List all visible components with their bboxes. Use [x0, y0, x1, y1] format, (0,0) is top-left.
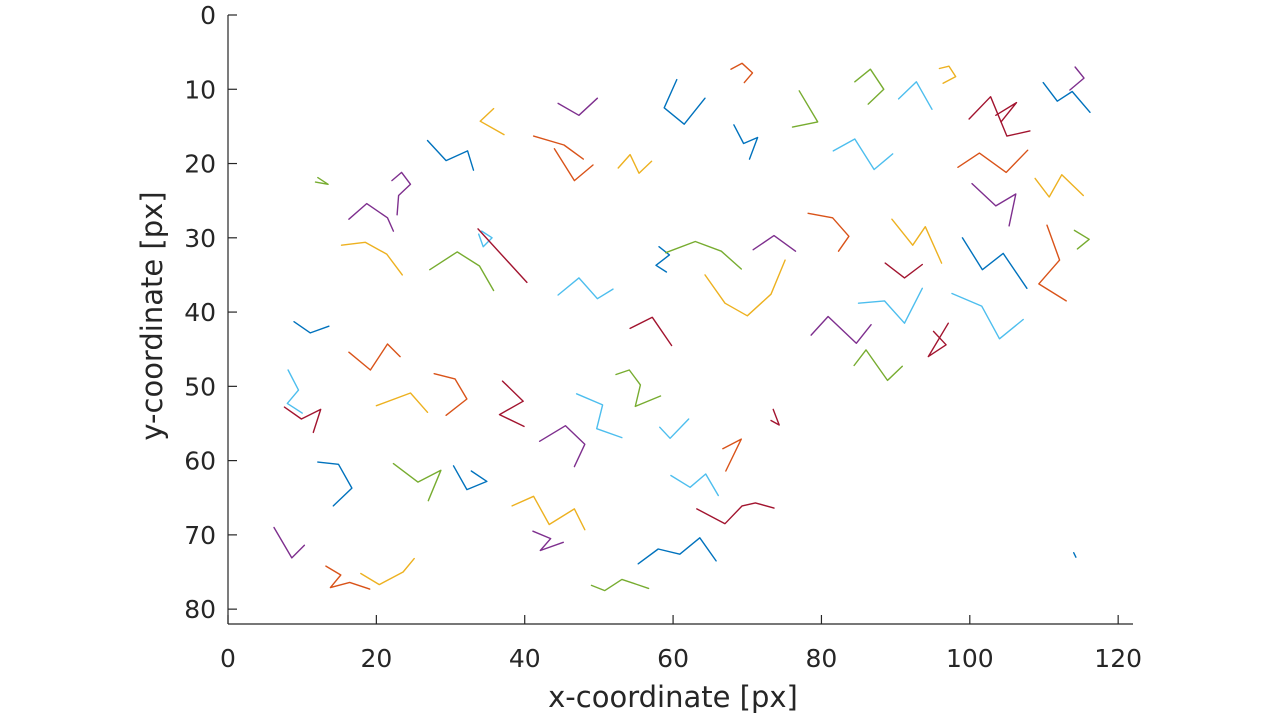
trajectory-track	[293, 321, 330, 334]
trajectory-track	[995, 101, 1018, 123]
trajectory-track	[810, 315, 872, 344]
trajectory-track	[957, 149, 1029, 174]
trajectory-track	[629, 316, 673, 347]
trajectory-track	[498, 380, 525, 428]
trajectory-track	[854, 68, 885, 105]
y-axis-label: y-coordinate [px]	[135, 191, 169, 440]
y-tick-label: 50	[184, 372, 216, 401]
trajectory-track	[283, 406, 322, 434]
trajectory-track	[951, 292, 1024, 340]
trajectory-track	[360, 557, 415, 586]
trajectory-track	[317, 461, 353, 507]
trajectory-track	[770, 408, 780, 426]
trajectory-track	[340, 241, 403, 276]
x-axis-ticks: 0 20 40 60 80 100 120	[220, 615, 1142, 673]
trajectory-track	[663, 78, 706, 125]
trajectory-track	[733, 124, 759, 160]
trajectory-track	[704, 259, 786, 317]
trajectory-track	[670, 473, 719, 497]
trajectory-track	[791, 90, 819, 128]
trajectory-track	[1038, 224, 1067, 302]
trajectory-track	[752, 234, 797, 252]
trajectory-track	[479, 107, 505, 136]
tracks-layer	[273, 62, 1091, 592]
trajectory-track	[314, 176, 329, 185]
trajectory-track	[477, 228, 528, 284]
y-tick-label: 10	[184, 75, 216, 104]
trajectory-track	[1073, 229, 1090, 250]
trajectory-track	[655, 246, 671, 273]
trajectory-track	[511, 495, 586, 531]
trajectory-track	[557, 97, 599, 116]
trajectory-track	[665, 240, 742, 270]
trajectory-track	[348, 343, 401, 371]
trajectory-track	[857, 287, 923, 324]
trajectory-track	[968, 96, 1031, 137]
trajectory-track	[961, 237, 1028, 289]
y-tick-label: 0	[200, 1, 216, 30]
y-axis-ticks: 0 10 20 30 40 50 60 70 80	[184, 1, 237, 624]
x-tick-label: 60	[657, 644, 689, 673]
trajectory-track	[659, 418, 690, 439]
y-tick-label: 70	[184, 521, 216, 550]
trajectory-track	[590, 578, 650, 592]
trajectory-track	[538, 425, 586, 468]
trajectory-track	[927, 322, 949, 358]
trajectory-track	[325, 565, 371, 590]
trajectory-track	[1073, 552, 1077, 558]
trajectory-track	[696, 502, 775, 525]
y-tick-label: 80	[184, 595, 216, 624]
x-tick-label: 20	[360, 644, 392, 673]
x-tick-label: 40	[509, 644, 541, 673]
trajectory-track	[429, 251, 495, 292]
trajectory-track	[617, 153, 653, 174]
trajectory-track	[807, 212, 850, 252]
trajectory-track	[722, 438, 742, 472]
trajectory-track	[348, 202, 395, 232]
trajectory-track	[433, 373, 468, 416]
trajectory-track	[832, 138, 894, 171]
trajectory-track	[575, 393, 623, 439]
trajectory-track	[532, 135, 584, 160]
trajectory-track	[452, 465, 488, 491]
trajectory-track	[1042, 81, 1091, 113]
trajectory-track	[391, 171, 412, 216]
x-axis-label: x-coordinate [px]	[548, 680, 798, 714]
trajectory-track	[273, 526, 306, 559]
trajectory-track	[1034, 174, 1084, 198]
trajectory-track	[392, 462, 442, 502]
trajectory-track	[532, 530, 564, 552]
trajectory-track	[1069, 66, 1085, 91]
y-tick-label: 20	[184, 150, 216, 179]
x-tick-label: 120	[1094, 644, 1142, 673]
trajectory-track	[615, 369, 662, 408]
y-tick-label: 40	[184, 298, 216, 327]
trajectory-track	[730, 62, 754, 84]
trajectory-track	[637, 537, 717, 565]
trajectory-track	[891, 218, 943, 264]
trajectory-track	[897, 81, 933, 110]
trajectory-track	[938, 65, 957, 84]
trajectory-track	[478, 230, 493, 248]
y-tick-label: 30	[184, 224, 216, 253]
y-tick-label: 60	[184, 447, 216, 476]
trajectory-track	[557, 277, 614, 300]
trajectory-track	[853, 349, 903, 382]
x-tick-label: 100	[946, 644, 994, 673]
trajectory-track	[375, 392, 429, 413]
x-tick-label: 0	[220, 644, 236, 673]
trajectory-track	[426, 139, 475, 171]
trajectory-track	[884, 262, 923, 279]
trajectory-track	[286, 369, 303, 414]
trajectory-track	[971, 182, 1017, 227]
trajectory-track	[553, 148, 594, 182]
x-tick-label: 80	[806, 644, 838, 673]
